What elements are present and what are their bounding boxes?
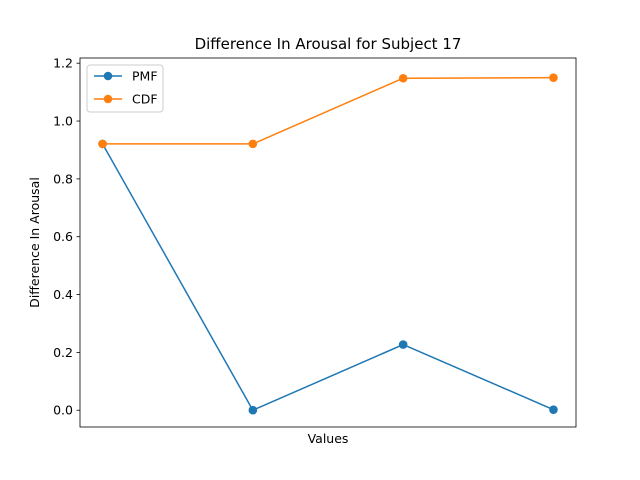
legend: PMF CDF xyxy=(86,64,164,113)
y-tick-label: 0.0 xyxy=(53,403,73,418)
x-axis-title: Values xyxy=(308,431,349,446)
series-line-pmf xyxy=(101,143,554,411)
legend-marker-pmf xyxy=(103,71,113,81)
y-axis-ticks: 0.0 0.2 0.4 0.6 0.8 1.0 1.2 xyxy=(53,56,80,418)
plot-area xyxy=(80,58,576,427)
data-point-cdf xyxy=(398,73,408,83)
y-tick-label: 0.6 xyxy=(53,229,73,244)
legend-label-cdf: CDF xyxy=(132,92,158,107)
series-cdf xyxy=(98,73,558,149)
data-point-pmf xyxy=(398,340,408,349)
legend-label-pmf: PMF xyxy=(132,69,158,84)
y-axis-title: Difference In Arousal xyxy=(27,177,42,308)
data-point-cdf xyxy=(248,139,258,149)
series-line-cdf xyxy=(102,76,554,145)
plot-frame xyxy=(79,57,577,428)
y-tick-label: 0.2 xyxy=(53,345,73,360)
series-layer xyxy=(98,73,558,415)
legend-marker-cdf xyxy=(103,94,113,104)
chart-title: Difference In Arousal for Subject 17 xyxy=(195,35,462,53)
y-tick-label: 1.0 xyxy=(53,114,73,129)
data-point-cdf xyxy=(98,139,107,149)
y-tick-label: 1.2 xyxy=(53,56,73,71)
y-tick-label: 0.4 xyxy=(53,287,73,302)
y-tick-label: 0.8 xyxy=(53,171,73,186)
data-point-pmf xyxy=(248,405,258,415)
data-point-cdf xyxy=(549,73,558,82)
data-point-pmf xyxy=(549,405,558,414)
